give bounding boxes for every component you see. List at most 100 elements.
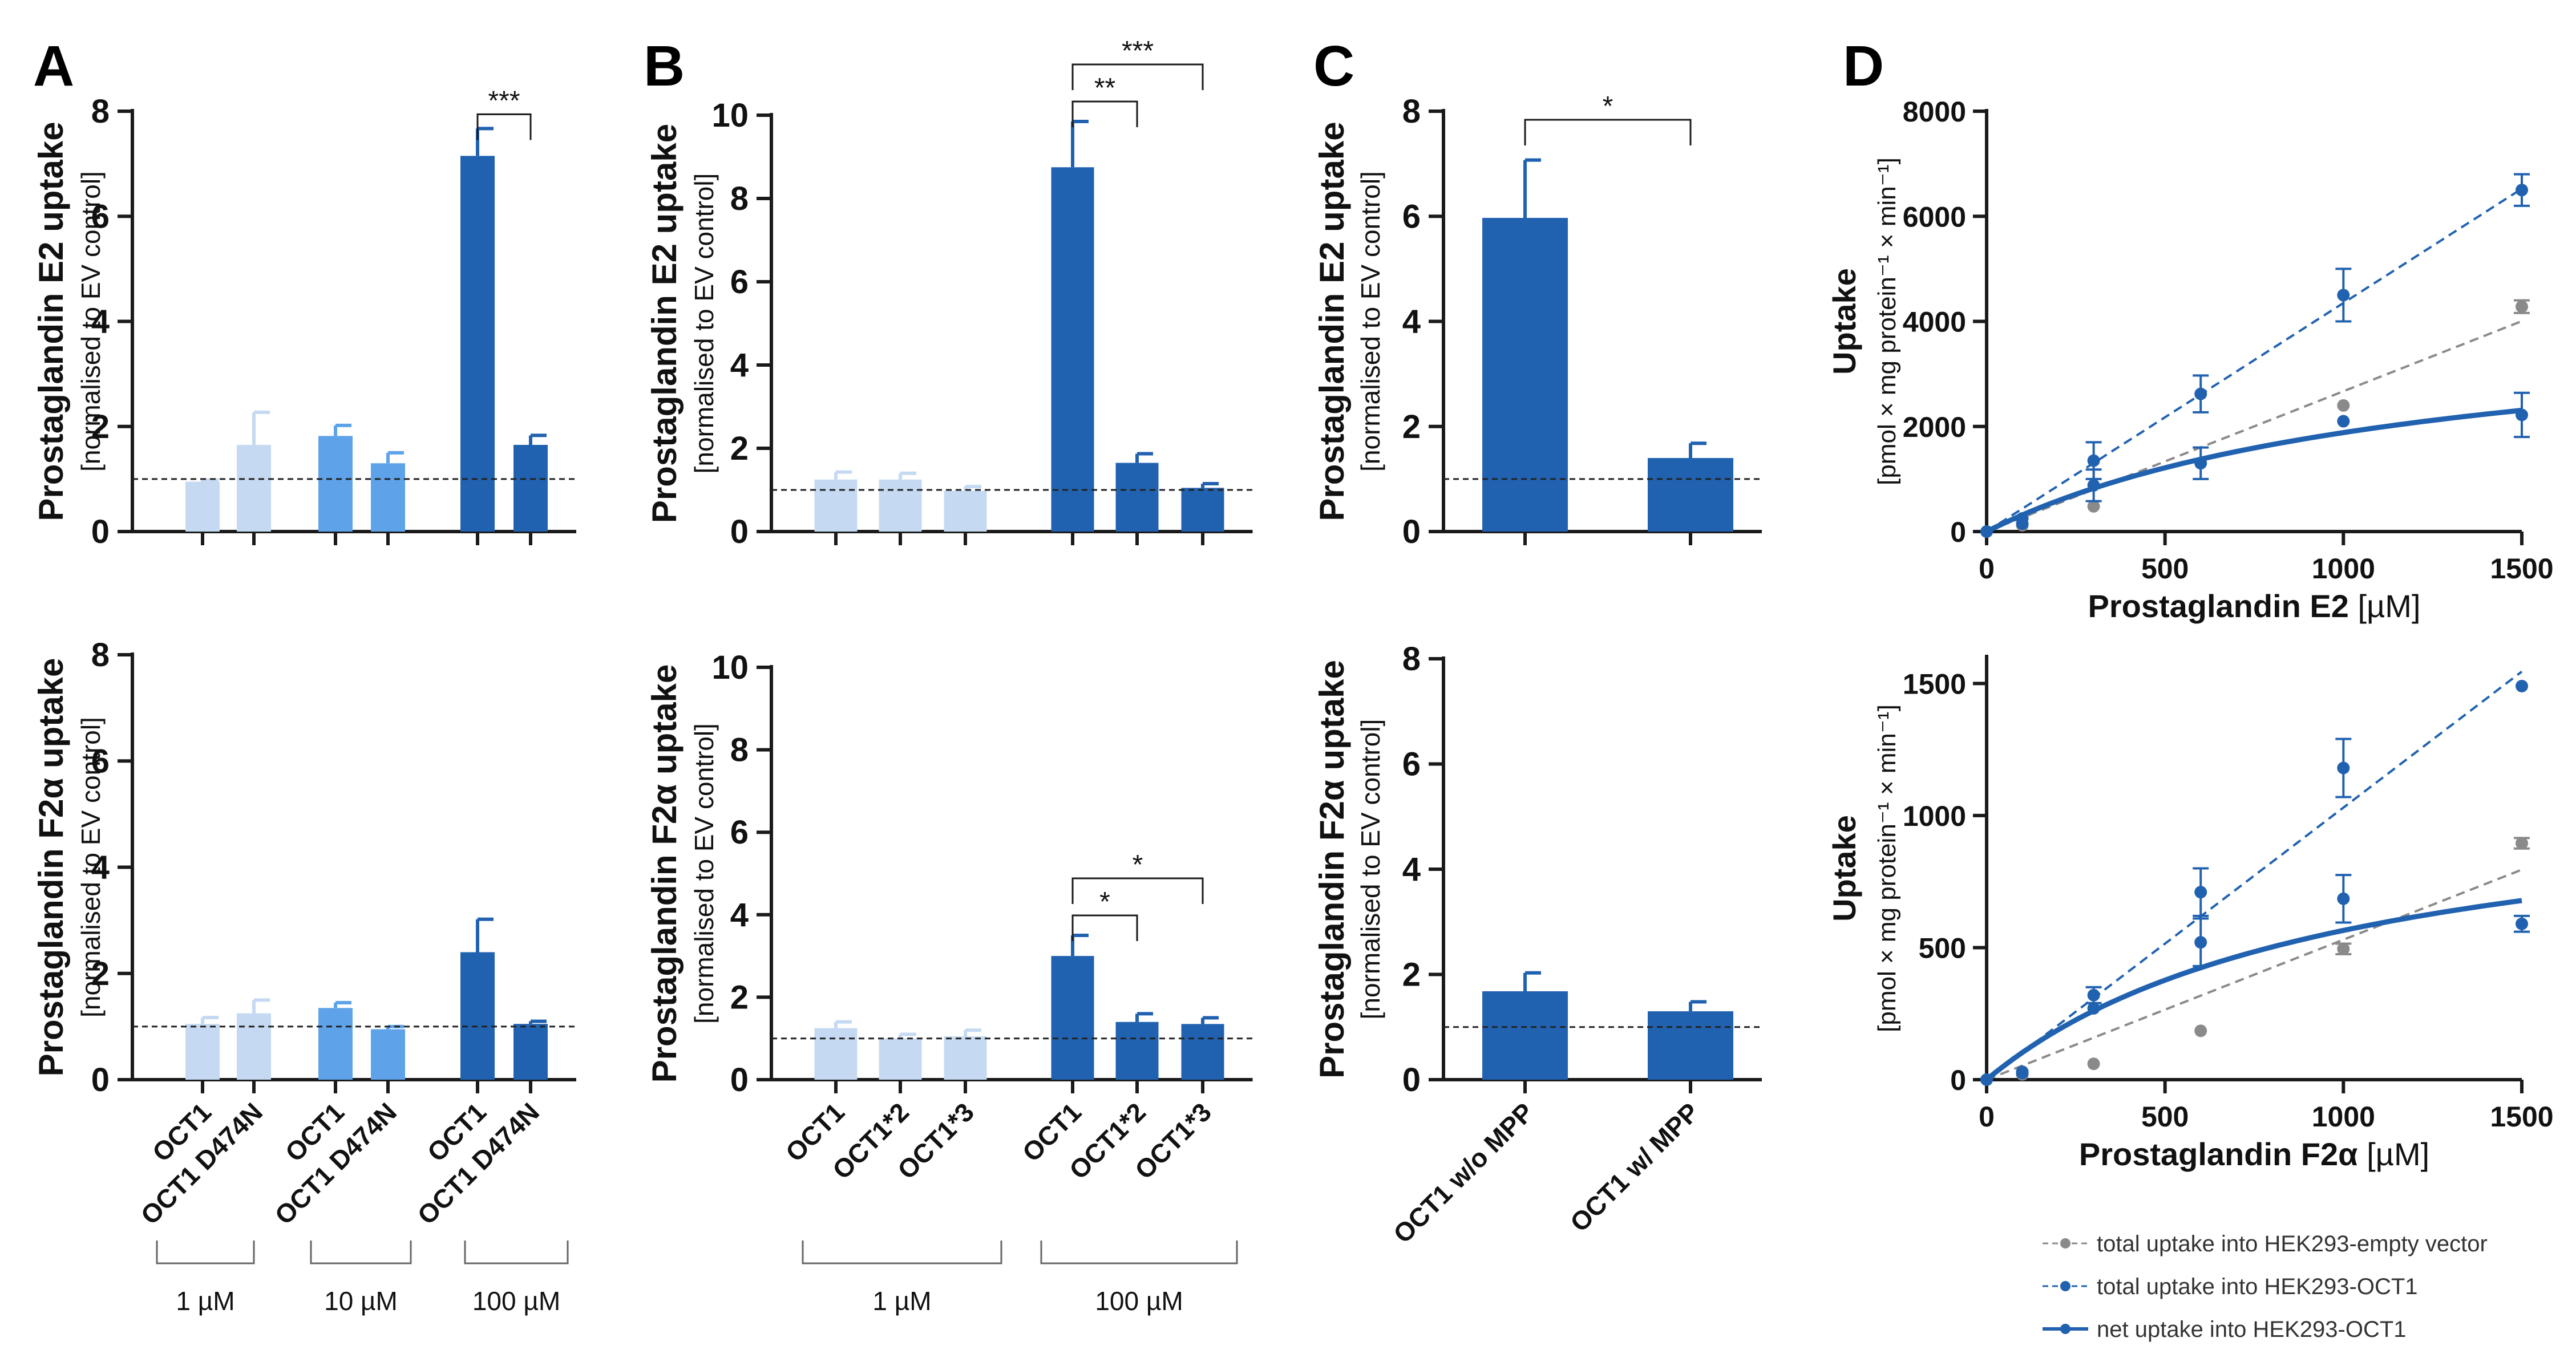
y-axis-unit: [pmol × mg protein⁻¹ × min⁻¹]	[1873, 157, 1901, 485]
charts: 0 2 4 6 8 Prostaglandin E2 uptake [normalised …	[32, 36, 2554, 1316]
x-axis-title-name: Prostaglandin F2α	[2079, 1136, 2358, 1172]
bar	[1482, 991, 1568, 1080]
y-tick-label: 6	[1402, 198, 1421, 235]
bar	[237, 1013, 271, 1080]
bar	[1051, 956, 1094, 1080]
x-axis-title-name: Prostaglandin E2	[2088, 588, 2348, 624]
significance-label: *	[1099, 887, 1110, 917]
y-tick-label: 8	[91, 637, 110, 674]
chart-b-top: 0 2 4 6 8 10 Prostaglandin E2 uptake [normalise…	[645, 36, 1253, 550]
y-tick-label: 2	[730, 430, 749, 467]
bar	[1181, 488, 1224, 532]
y-axis-unit: [normalised to EV control]	[689, 723, 719, 1024]
data-point	[2516, 408, 2528, 421]
bar	[814, 479, 858, 532]
y-tick-label: 6	[730, 264, 749, 301]
data-point	[2337, 415, 2350, 428]
y-tick-label: 10	[711, 97, 749, 134]
data-point	[2516, 300, 2528, 313]
group-bracket	[310, 1241, 412, 1264]
significance-label: *	[1133, 850, 1143, 880]
y-tick-label: 1000	[1903, 800, 1966, 832]
panel-letter-a: A	[33, 34, 74, 98]
y-axis-title: Prostaglandin F2α uptake	[1313, 660, 1351, 1079]
x-tick-label: 500	[2141, 553, 2189, 585]
data-point	[2087, 500, 2100, 513]
significance-bracket	[1071, 914, 1138, 941]
chart-b-bottom: 0 2 4 6 8 10 Prostaglandin F2α uptake [normalis…	[645, 649, 1253, 1316]
data-point	[2516, 679, 2528, 692]
data-point	[2194, 886, 2207, 899]
fit-line	[1986, 868, 2522, 1081]
significance-bracket	[1071, 877, 1204, 904]
x-tick-label: 1000	[2312, 1101, 2375, 1133]
data-point	[2087, 1002, 2100, 1015]
bar	[513, 1024, 548, 1080]
fit-line	[1985, 898, 2522, 1082]
legend-marker	[2060, 1281, 2070, 1291]
bar	[185, 481, 220, 532]
y-tick-label: 1500	[1903, 668, 1966, 700]
y-tick-label: 6	[91, 198, 110, 235]
fit-line	[1985, 407, 2522, 534]
y-tick-label: 6	[1402, 746, 1421, 783]
y-tick-label: 500	[1919, 932, 1966, 964]
y-tick-label: 0	[1950, 516, 1966, 548]
bar	[371, 1029, 405, 1080]
y-tick-label: 4	[1402, 303, 1421, 340]
group-bracket	[1040, 1241, 1238, 1264]
y-tick-label: 10	[711, 649, 749, 686]
group-label: 1 µM	[872, 1286, 931, 1316]
y-tick-label: 8	[1402, 93, 1421, 130]
y-axis-title: Prostaglandin E2 uptake	[645, 124, 684, 523]
y-axis-unit: [normalised to EV control]	[1356, 171, 1385, 472]
bar	[1051, 167, 1094, 532]
y-tick-label: 4	[730, 897, 749, 934]
data-point	[2516, 184, 2528, 197]
significance-label: ***	[1122, 36, 1154, 66]
x-axis-title: Prostaglandin E2 [µM]	[2088, 588, 2420, 624]
bar	[879, 1038, 922, 1080]
legend-label: total uptake into HEK293-empty vector	[2097, 1231, 2488, 1256]
chart-a-bottom: 0 2 4 6 8 Prostaglandin F2α uptake [normalised…	[32, 637, 576, 1316]
data-point	[2016, 517, 2029, 530]
bar	[1482, 218, 1568, 532]
data-point	[2337, 289, 2350, 302]
panel-letters: A B C D	[33, 34, 1884, 98]
y-tick-label: 4	[1402, 851, 1421, 888]
y-tick-label: 0	[91, 513, 110, 550]
significance-bracket	[1071, 100, 1138, 127]
panel-letter-b: B	[644, 34, 685, 98]
y-axis-unit: [pmol × mg protein⁻¹ × min⁻¹]	[1873, 704, 1901, 1032]
y-tick-label: 8000	[1903, 96, 1966, 128]
bar	[371, 463, 405, 532]
data-point	[2194, 936, 2207, 949]
significance-bracket	[1071, 63, 1204, 90]
y-tick-label: 4000	[1903, 306, 1966, 338]
x-tick-label: 1500	[2490, 553, 2553, 585]
y-tick-label: 6	[730, 814, 749, 851]
data-point	[2016, 1067, 2029, 1080]
group-bracket	[464, 1241, 569, 1264]
data-point	[1980, 1073, 1993, 1086]
group-label: 100 µM	[1095, 1286, 1183, 1316]
bar	[460, 156, 495, 532]
data-point	[2087, 454, 2100, 467]
y-tick-label: 8	[730, 180, 749, 217]
chart-c-top: 0 2 4 6 8 Prostaglandin E2 uptake [normalised …	[1313, 91, 1762, 550]
significance-bracket	[1524, 119, 1692, 145]
y-axis-unit: [normalised to EV control]	[1356, 719, 1385, 1020]
data-point	[2516, 917, 2528, 930]
bar	[879, 479, 922, 532]
y-axis-title: Prostaglandin E2 uptake	[32, 121, 70, 521]
x-tick-label: 500	[2141, 1101, 2189, 1133]
y-axis-title: Prostaglandin F2α uptake	[32, 658, 70, 1077]
group-bracket	[802, 1241, 1002, 1264]
y-tick-label: 0	[1402, 513, 1421, 550]
y-tick-label: 2	[91, 408, 110, 445]
x-axis-title-unit: [µM]	[2349, 588, 2421, 624]
y-axis-title: Prostaglandin F2α uptake	[645, 664, 684, 1083]
y-tick-label: 0	[1402, 1061, 1421, 1098]
y-tick-label: 2	[1402, 408, 1421, 445]
